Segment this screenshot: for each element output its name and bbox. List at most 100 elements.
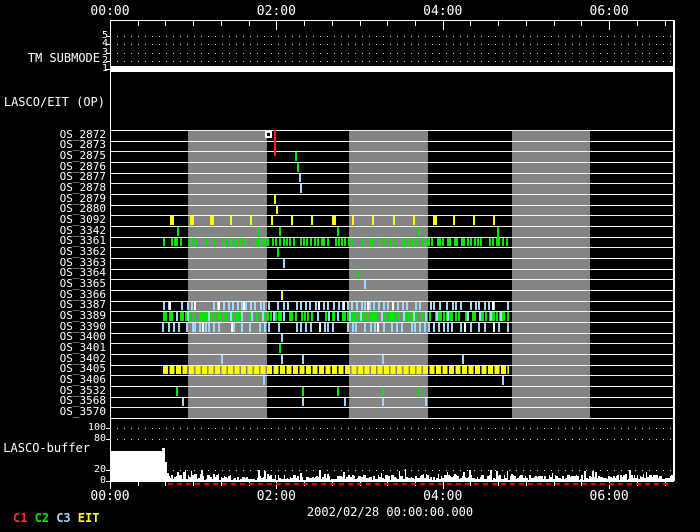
os-event-tick [189,312,192,321]
os-event-tick [347,323,350,332]
axis-tick [442,20,444,30]
axis-tick [304,20,306,26]
os-event-tick [213,323,216,332]
buffer-histogram-bar [270,475,272,481]
os-event-tick [317,301,320,311]
buffer-histogram-bar [437,474,440,481]
os-event-tick [391,312,394,321]
buffer-histogram-bar [621,476,624,481]
os-event-tick [232,301,235,311]
os-event-tick [282,259,285,268]
os-row-separator [110,290,674,291]
buffer-histogram-bar [285,478,287,481]
buffer-histogram-bar [297,475,299,481]
os-event-tick [240,301,243,311]
os-event-tick [263,312,266,321]
buffer-histogram-bar [446,472,449,481]
buffer-histogram-bar [217,474,220,481]
buffer-histogram-bar [195,474,197,481]
buffer-histogram-bar [609,477,612,481]
buffer-histogram-bar [487,475,489,481]
buffer-histogram-bar [347,475,350,481]
os-row-separator [110,236,674,238]
buffer-histogram-bar [436,478,438,481]
os-event-tick [349,312,352,321]
axis-time-label: 02:00 [256,489,296,504]
os-event-tick [446,312,449,321]
buffer-histogram-bar [574,476,576,481]
buffer-histogram-bar [584,471,587,481]
os-row-label: OS_3400 [59,330,106,344]
buffer-histogram-bar [292,475,295,481]
os-event-tick [180,312,183,321]
os-row-separator [110,396,674,398]
buffer-histogram-bar [633,475,636,481]
buffer-histogram-bar [219,479,221,481]
buffer-histogram-bar [575,475,578,481]
buffer-histogram-bar [332,479,335,481]
tm-ytick-label: 2 [101,54,108,66]
buffer-histogram-bar [192,475,194,481]
os-event-tick [229,237,232,247]
buffer-histogram-bar [258,470,260,481]
os-event-tick [173,323,176,332]
os-event-tick [412,237,415,247]
os-event-tick [279,312,282,321]
os-event-tick [465,312,468,321]
axis-tick [165,20,167,26]
os-event-tick [502,312,505,321]
buffer-histogram-bar [335,479,338,481]
buffer-histogram-bar [454,474,456,481]
os-event-tick [190,237,193,247]
os-event-tick [354,312,357,321]
os-event-tick [267,301,270,311]
buffer-histogram-bar [377,475,380,481]
buffer-histogram-bar [508,479,510,481]
os-event-tick [262,312,265,321]
os-event-tick [456,237,459,247]
os-event-tick [408,312,411,321]
buffer-histogram-bar [577,475,579,481]
buffer-histogram-bar [256,478,259,481]
buffer-histogram-bar [271,479,274,481]
os-event-tick [222,312,225,321]
os-event-tick [293,237,296,247]
buffer-histogram-bar [413,478,416,481]
os-event-tick [270,312,273,321]
buffer-histogram-bar [618,479,621,481]
axis-tick [442,481,444,489]
os-event-tick [254,237,257,247]
buffer-histogram-bar [400,476,402,481]
buffer-histogram-bar [506,470,509,481]
axis-tick [193,20,195,26]
buffer-histogram-bar [385,475,387,481]
axis-tick [525,20,527,26]
os-event-tick [373,323,376,332]
buffer-histogram-bar [403,478,405,481]
os-event-tick [273,195,276,204]
os-event-tick [168,323,171,332]
tm-ytick-mark [106,52,110,54]
os-event-tick [343,397,346,407]
os-event-tick [253,301,256,311]
os-event-tick [300,323,303,332]
os-event-tick [309,237,312,247]
os-event-tick [277,248,280,257]
os-event-tick [264,323,267,332]
os-event-tick [250,216,253,225]
buffer-histogram-bar [451,477,453,481]
os-event-tick [496,312,499,321]
os-event-tick [195,237,198,247]
os-event-tick [421,312,424,321]
os-event-tick [396,323,399,332]
os-event-tick [507,301,510,311]
axis-tick [498,20,500,26]
os-event-tick [171,312,173,321]
os-event-tick [185,323,188,332]
buffer-histogram-bar [110,451,163,481]
buffer-histogram-bar [530,478,533,481]
buffer-histogram-bar [515,479,518,481]
buffer-histogram-bar [536,477,539,481]
os-event-tick [225,237,228,247]
buffer-histogram-bar [389,479,392,481]
